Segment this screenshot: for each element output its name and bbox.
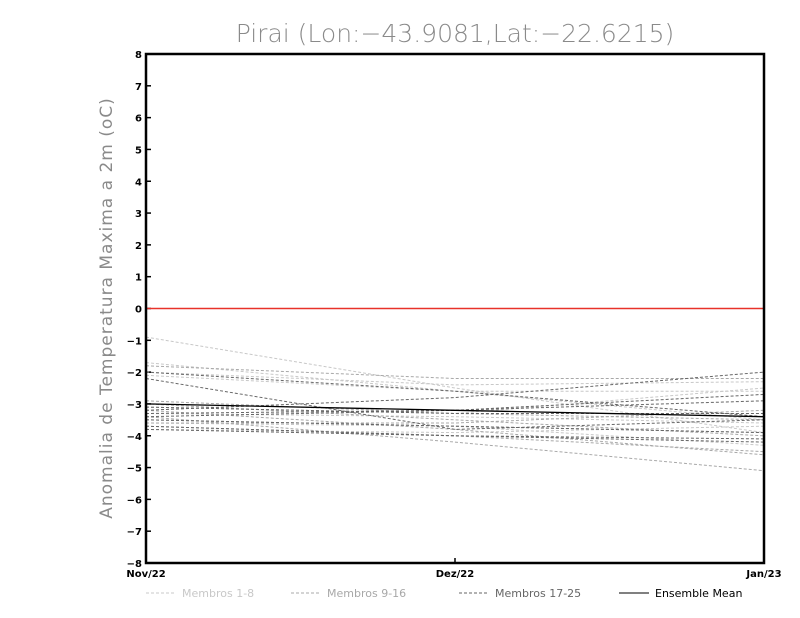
member-line — [145, 371, 765, 418]
legend-label: Ensemble Mean — [655, 587, 742, 600]
y-tick-label: 1 — [135, 273, 142, 284]
member-line — [145, 400, 765, 414]
member-line — [145, 413, 765, 424]
member-line — [145, 409, 765, 456]
member-line — [145, 428, 765, 440]
member-line — [145, 425, 765, 443]
legend-label: Membros 9-16 — [327, 587, 406, 600]
member-line — [145, 425, 765, 453]
y-tick-label: 0 — [135, 305, 142, 316]
y-tick-label: 4 — [135, 177, 142, 188]
member-line — [145, 400, 765, 421]
member-line — [145, 374, 764, 392]
member-line — [145, 419, 765, 434]
y-tick-label: −3 — [127, 400, 142, 411]
member-line — [145, 393, 765, 418]
y-tick-label: −1 — [127, 336, 142, 347]
ensemble-mean-line — [145, 403, 765, 418]
legend-label: Membros 17-25 — [495, 587, 581, 600]
y-tick-label: 2 — [135, 241, 142, 252]
member-line — [145, 365, 764, 379]
y-axis-label: Anomalia de Temperatura Maxima a 2m (oC) — [97, 97, 117, 519]
x-tick-label: Jan/23 — [745, 569, 781, 580]
y-tick-label: 3 — [135, 209, 142, 220]
member-line — [145, 406, 764, 414]
member-line — [145, 387, 765, 415]
y-tick-label: −8 — [127, 559, 142, 570]
y-tick-label: −7 — [127, 527, 142, 538]
y-tick-label: 7 — [135, 82, 142, 93]
member-line — [145, 362, 765, 421]
member-line — [145, 425, 765, 434]
legend-label: Membros 1-8 — [182, 587, 254, 600]
member-line — [145, 422, 765, 446]
y-tick-label: 5 — [135, 145, 142, 156]
y-tick-label: 6 — [135, 114, 142, 125]
y-tick-label: −5 — [127, 464, 142, 475]
x-tick-label: Nov/22 — [126, 569, 165, 580]
plot-frame — [144, 52, 766, 565]
y-tick-label: −6 — [127, 495, 142, 506]
y-tick-label: 8 — [135, 50, 142, 61]
member-line — [145, 371, 765, 411]
y-tick-label: −4 — [127, 432, 142, 443]
y-tick-label: −2 — [127, 368, 142, 379]
chart-title: Pirai (Lon:−43.9081,Lat:−22.6215) — [236, 19, 675, 48]
member-line — [145, 416, 765, 472]
legend: Membros 1-8 Membros 9-16 Membros 17-25 Ense… — [146, 587, 742, 600]
x-tick-label: Dez/22 — [436, 569, 475, 580]
member-line — [145, 371, 765, 386]
